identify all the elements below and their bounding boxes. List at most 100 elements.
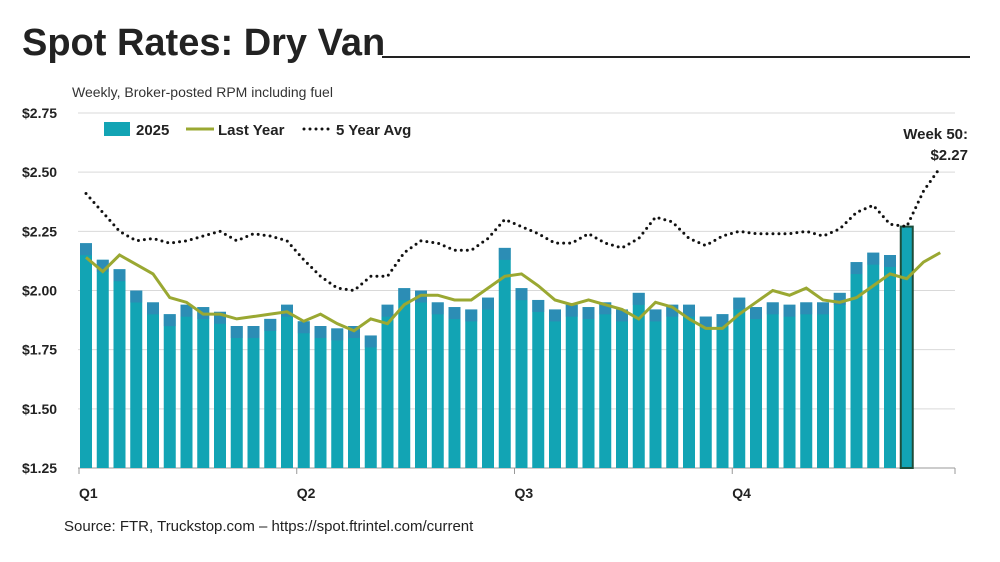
bar-cap	[750, 307, 762, 320]
bar-cap	[766, 302, 779, 315]
annotation-line1: Week 50:	[903, 126, 968, 143]
bar	[582, 307, 595, 468]
bar-cap	[532, 299, 545, 312]
bar-cap	[448, 307, 461, 320]
legend-swatch-2025	[104, 122, 130, 136]
bar	[364, 335, 377, 468]
bar	[264, 318, 277, 468]
bar	[214, 311, 226, 468]
title-rule	[382, 56, 970, 58]
bar	[130, 290, 143, 468]
bar	[230, 326, 243, 468]
bar	[297, 321, 310, 468]
bar	[766, 302, 779, 468]
bar	[850, 262, 863, 468]
bar	[515, 288, 528, 468]
bar	[498, 247, 511, 468]
legend-label-five-year: 5 Year Avg	[336, 122, 411, 139]
bar	[649, 309, 662, 468]
bar-cap	[247, 326, 260, 338]
bar-cap	[649, 309, 662, 322]
bar	[163, 314, 176, 468]
bar	[465, 309, 478, 468]
bar-cap	[230, 326, 243, 338]
bar	[398, 288, 411, 468]
chart-subtitle: Weekly, Broker-posted RPM including fuel	[72, 84, 333, 100]
bar-cap	[783, 304, 796, 317]
bar-cap	[431, 302, 444, 315]
bar	[381, 304, 394, 468]
bar	[482, 297, 494, 468]
bar	[180, 304, 193, 468]
bar-cap	[884, 255, 896, 267]
legend-label-2025: 2025	[136, 122, 169, 139]
chart-title: Spot Rates: Dry Van	[22, 22, 386, 64]
bar	[247, 326, 260, 468]
bar-cap	[147, 302, 159, 315]
y-tick-label: $1.25	[22, 460, 57, 476]
bar	[716, 314, 729, 468]
bar-cap	[331, 328, 344, 341]
bar	[80, 243, 92, 468]
bar	[147, 302, 159, 468]
y-tick-label: $1.75	[22, 342, 57, 358]
x-tick-label: Q1	[79, 485, 98, 501]
bar	[683, 304, 695, 468]
bar-cap	[314, 326, 327, 338]
bar	[817, 302, 829, 468]
bar-cap	[80, 243, 92, 256]
bar	[599, 302, 612, 468]
bar	[699, 316, 712, 468]
y-tick-label: $2.00	[22, 283, 57, 299]
bar	[666, 304, 679, 468]
five-year-avg-line	[84, 165, 942, 293]
x-tick-label: Q2	[297, 485, 316, 501]
bar-cap	[482, 297, 494, 310]
bar-cap	[549, 309, 561, 322]
bar-cap	[800, 302, 813, 315]
bar-cap	[398, 288, 411, 301]
bar	[348, 326, 360, 468]
bar	[899, 225, 914, 469]
bar-cap	[817, 302, 829, 315]
bar	[549, 309, 561, 468]
x-tick-label: Q4	[732, 485, 751, 501]
y-tick-label: $2.75	[22, 105, 57, 121]
x-tick-label: Q3	[515, 485, 534, 501]
bar-cap	[465, 309, 478, 322]
bar	[281, 304, 293, 468]
bar-cap	[264, 318, 277, 331]
bar	[532, 299, 545, 468]
bar-cap	[632, 292, 645, 305]
y-tick-label: $2.25	[22, 223, 57, 239]
bar	[565, 304, 578, 468]
last-year-line	[85, 251, 941, 333]
bar-cap	[716, 314, 729, 327]
annotation-line2: $2.27	[930, 147, 968, 164]
bar	[448, 307, 461, 468]
bar	[632, 292, 645, 468]
bar-cap	[498, 247, 511, 260]
bar	[800, 302, 813, 468]
bar	[733, 297, 746, 468]
y-tick-label: $2.50	[22, 164, 57, 180]
bar	[884, 255, 896, 468]
bar	[197, 307, 210, 468]
bar-cap	[297, 321, 310, 334]
bar-cap	[364, 335, 377, 348]
y-tick-label: $1.50	[22, 401, 57, 417]
bar-cap	[850, 262, 863, 275]
bar	[431, 302, 444, 468]
bar	[113, 269, 126, 468]
bar	[96, 259, 109, 468]
bar-cap	[381, 304, 394, 317]
bar-cap	[515, 288, 528, 301]
bar-cap	[582, 307, 595, 320]
source-note: Source: FTR, Truckstop.com – https://spo…	[64, 518, 474, 535]
bar-cap	[683, 304, 695, 317]
bar	[331, 328, 344, 468]
bar-cap	[180, 304, 193, 317]
bar-cap	[733, 297, 746, 310]
